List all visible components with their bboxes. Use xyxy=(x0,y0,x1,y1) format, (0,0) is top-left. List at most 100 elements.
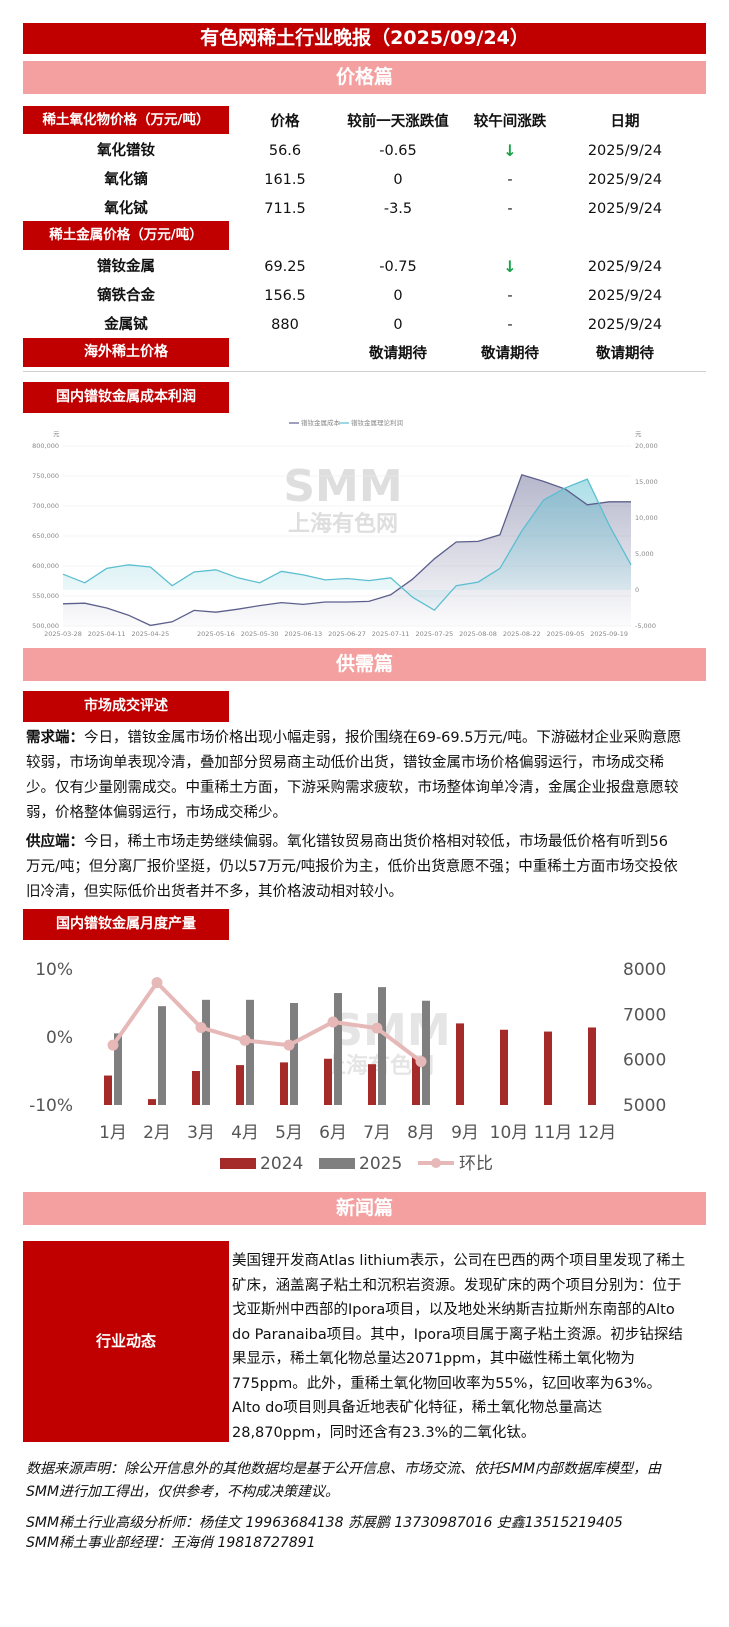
month-label: 9月 xyxy=(451,1123,479,1143)
oxide-row-change: -0.65 xyxy=(379,143,417,159)
mom-point xyxy=(327,1016,339,1028)
metal-row-change: 0 xyxy=(393,288,403,304)
date-column-header: 日期 xyxy=(610,114,640,130)
bar-2024 xyxy=(104,1075,112,1105)
left-tick-label: 10% xyxy=(35,960,73,980)
x-tick-label: 2025-05-30 xyxy=(241,630,279,638)
right-tick-label: 0 xyxy=(635,586,639,594)
left-tick-label: -10% xyxy=(29,1096,73,1116)
metal-row-name: 镝铁合金 xyxy=(97,288,155,304)
market-review-label: 市场成交评述 xyxy=(23,691,229,722)
left-tick-label: 700,000 xyxy=(32,502,59,510)
mom-line xyxy=(111,979,423,1064)
cost-chart-label: 国内镨钕金属成本利润 xyxy=(23,382,229,413)
bar-2025 xyxy=(422,1000,430,1105)
mom-point xyxy=(371,1022,383,1034)
right-tick-label: 15,000 xyxy=(635,478,658,486)
right-tick-label: -5,000 xyxy=(635,622,656,630)
report-title: 有色网稀土行业晚报（2025/09/24） xyxy=(23,23,706,54)
right-tick-label: 6000 xyxy=(623,1051,666,1071)
data-source-disclaimer: 数据来源声明：除公开信息外的其他数据均是基于公开信息、市场交流、依托SMM内部数… xyxy=(26,1461,662,1500)
metal-price-group-label: 稀土金属价格（万元/吨） xyxy=(23,221,229,250)
mom-point xyxy=(239,1034,251,1046)
bar-2024 xyxy=(368,1064,376,1105)
legend-2024-swatch xyxy=(220,1158,256,1169)
oxide-row-noon: ↓ xyxy=(503,141,517,160)
oxide-row-price: 711.5 xyxy=(264,201,306,217)
left-tick-label: 800,000 xyxy=(32,442,59,450)
x-tick-label: 2025-04-25 xyxy=(131,630,169,638)
oxide-row-name: 氧化镝 xyxy=(104,172,148,188)
profit-line xyxy=(62,478,632,612)
oxide-row-name: 氧化铽 xyxy=(104,201,148,217)
metal-row-name: 镨钕金属 xyxy=(97,259,155,275)
month-label: 1月 xyxy=(99,1123,127,1143)
mom-point xyxy=(283,1039,295,1051)
month-label: 12月 xyxy=(578,1123,617,1143)
bar-2024 xyxy=(192,1071,200,1105)
oxide-row-noon: - xyxy=(507,172,513,188)
oxide-row-change: 0 xyxy=(393,172,403,188)
demand-paragraph: 需求端：今日，镨钕金属市场价格出现小幅走弱，报价围绕在69-69.5万元/吨。下… xyxy=(26,726,682,826)
right-tick-label: 5000 xyxy=(623,1096,666,1116)
month-label: 8月 xyxy=(407,1123,435,1143)
section-news-header: 新闻篇 xyxy=(23,1192,706,1225)
legend-mom-marker xyxy=(431,1158,441,1168)
right-tick-label: 10,000 xyxy=(635,514,658,522)
left-tick-label: 0% xyxy=(46,1028,73,1048)
oxide-row-price: 161.5 xyxy=(264,172,306,188)
metal-row-change: -0.75 xyxy=(379,259,417,275)
month-label: 7月 xyxy=(363,1123,391,1143)
overseas-value: 敬请期待 xyxy=(481,346,539,362)
metal-row-date: 2025/9/24 xyxy=(587,259,663,275)
x-tick-label: 2025-04-11 xyxy=(88,630,126,638)
mom-point xyxy=(415,1055,427,1067)
left-tick-label: 650,000 xyxy=(32,532,59,540)
metal-row-date: 2025/9/24 xyxy=(587,288,663,304)
x-tick-label: 2025-08-22 xyxy=(503,630,541,638)
monthly-output-label: 国内镨钕金属月度产量 xyxy=(23,909,229,940)
overseas-value: 敬请期待 xyxy=(369,346,427,362)
table-divider xyxy=(23,371,706,372)
metal-row-price: 156.5 xyxy=(264,288,306,304)
oxide-row-date: 2025/9/24 xyxy=(587,172,663,188)
left-tick-label: 600,000 xyxy=(32,562,59,570)
section-supply-header: 供需篇 xyxy=(23,648,706,681)
metal-row-noon: - xyxy=(507,317,513,333)
bar-2024 xyxy=(280,1062,288,1105)
metal-row-noon: ↓ xyxy=(503,257,517,276)
legend-2024: 2024 xyxy=(260,1154,303,1174)
bar-2024 xyxy=(236,1065,244,1105)
month-label: 3月 xyxy=(187,1123,215,1143)
bar-2025 xyxy=(246,999,254,1105)
industry-news-label: 行业动态 xyxy=(23,1241,229,1442)
bar-2024 xyxy=(588,1027,596,1105)
month-label: 11月 xyxy=(534,1123,573,1143)
daily-change-column-header: 较前一天涨跌值 xyxy=(347,114,449,130)
oxide-row-change: -3.5 xyxy=(383,201,413,217)
bar-2024 xyxy=(324,1058,332,1105)
bar-2025 xyxy=(202,999,210,1105)
industry-news-text: 美国锂开发商Atlas lithium表示，公司在巴西的两个项目里发现了稀土矿床… xyxy=(232,1253,686,1441)
bar-2025 xyxy=(290,1003,298,1105)
right-tick-label: 5,000 xyxy=(635,550,654,558)
oxide-row-date: 2025/9/24 xyxy=(587,201,663,217)
right-tick-label: 20,000 xyxy=(635,442,658,450)
manager-contact: SMM稀土事业部经理：王海俏 19818727891 xyxy=(26,1535,316,1551)
month-label: 5月 xyxy=(275,1123,303,1143)
x-tick-label: 2025-06-27 xyxy=(328,630,366,638)
bar-2025 xyxy=(378,987,386,1105)
left-unit-label: 元 xyxy=(53,430,60,438)
month-label: 4月 xyxy=(231,1123,259,1143)
watermark-logo: SMM xyxy=(331,1005,450,1056)
bar-2025 xyxy=(158,1006,166,1105)
left-tick-label: 750,000 xyxy=(32,472,59,480)
watermark-logo: SMM xyxy=(283,461,402,512)
x-tick-label: 2025-06-13 xyxy=(284,630,322,638)
mom-point xyxy=(107,1039,119,1051)
metal-row-change: 0 xyxy=(393,317,403,333)
legend-2025: 2025 xyxy=(359,1154,402,1174)
right-tick-label: 8000 xyxy=(623,960,666,980)
left-tick-label: 550,000 xyxy=(32,592,59,600)
legend-profit: 镨钕金属理论利润 xyxy=(351,418,403,427)
